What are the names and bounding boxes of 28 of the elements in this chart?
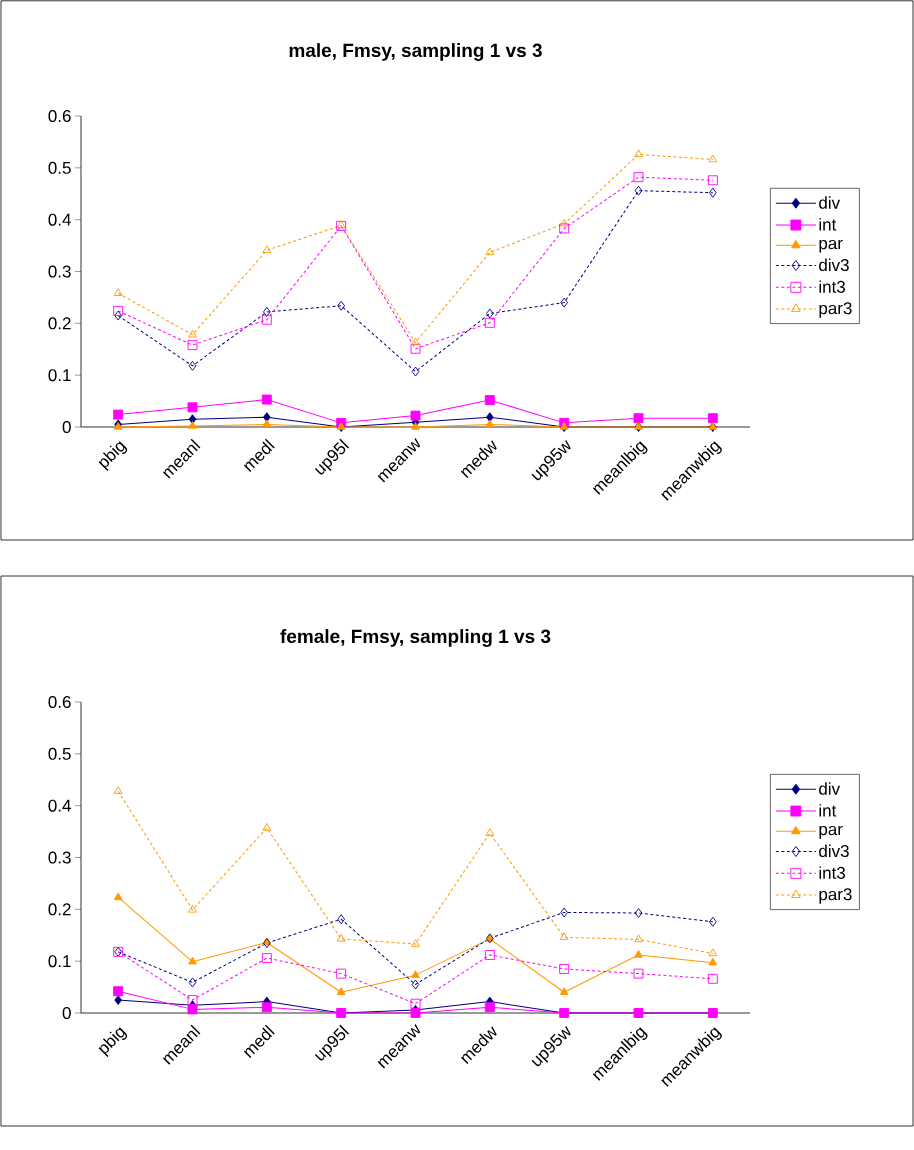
y-tick-label: 0.6 [48, 695, 71, 709]
y-tick-label: 0 [62, 420, 71, 434]
legend-label: div3 [819, 844, 849, 858]
y-tick-label: 0.2 [48, 317, 71, 330]
legend-label: par3 [819, 302, 852, 318]
legend-label: int3 [819, 866, 846, 879]
y-tick-label: 0.4 [48, 799, 71, 812]
y-tick-label: 0.6 [48, 109, 71, 123]
legend-label: int [819, 804, 837, 817]
y-tick-label: 0.4 [48, 213, 71, 226]
y-tick-label: 0.3 [48, 851, 71, 864]
y-tick-label: 0.1 [48, 369, 71, 382]
y-tick-label: 0.1 [48, 955, 71, 968]
legend-label: int [819, 218, 837, 231]
y-tick-label: 0.5 [48, 747, 71, 760]
legend-label: div [819, 196, 841, 209]
chart-title: female, Fmsy, sampling 1 vs 3 [280, 629, 551, 647]
legend-label: par [819, 825, 843, 839]
legend-label: par3 [819, 888, 852, 904]
legend-label: div [819, 782, 841, 795]
y-tick-label: 0 [62, 1006, 71, 1020]
y-tick-label: 0.5 [48, 161, 71, 174]
legend-label: int3 [819, 280, 846, 293]
legend-label: div3 [819, 258, 849, 272]
y-tick-label: 0.2 [48, 903, 71, 916]
chart-title: male, Fmsy, sampling 1 vs 3 [289, 43, 542, 61]
legend-label: par [819, 239, 843, 253]
y-tick-label: 0.3 [48, 265, 71, 278]
